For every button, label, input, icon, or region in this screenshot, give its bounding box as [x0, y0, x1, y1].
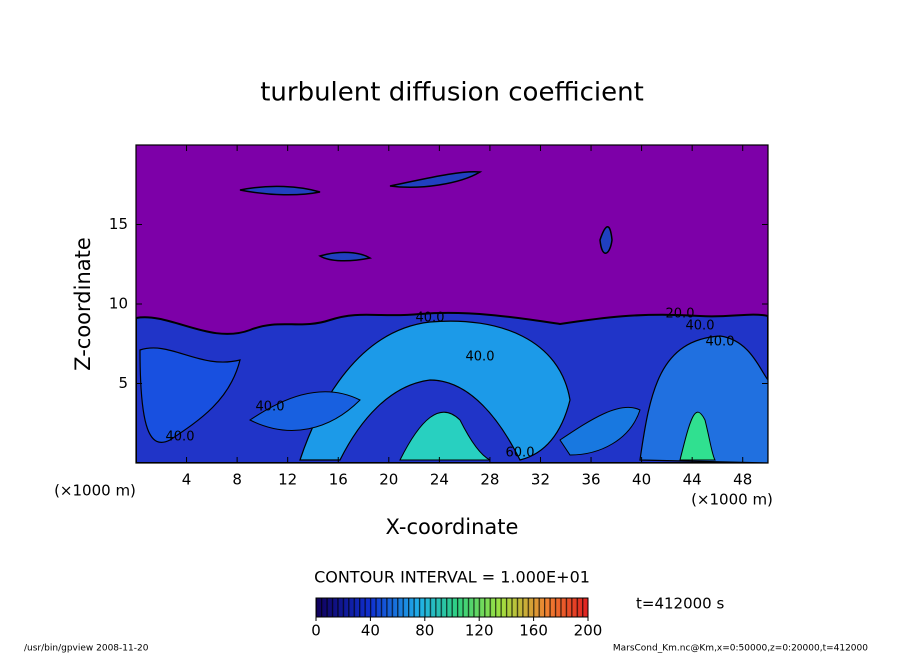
contour-label: 40.0 — [706, 335, 735, 350]
x-tick-label: 8 — [232, 471, 242, 489]
x-tick-label: 24 — [430, 471, 449, 489]
y-tick-label: 15 — [109, 215, 128, 233]
contour-field — [136, 145, 768, 463]
x-tick-label: 44 — [683, 471, 702, 489]
x-axis-title: X-coordinate — [386, 515, 519, 539]
colorbar-tick-label: 0 — [311, 622, 321, 640]
time-label: t=412000 s — [636, 595, 724, 613]
contour-label: 40.0 — [466, 350, 495, 365]
contour-label: 40.0 — [166, 430, 195, 445]
x-tick-label: 40 — [632, 471, 651, 489]
x-tick-label: 4 — [182, 471, 192, 489]
x-tick-label: 16 — [329, 471, 348, 489]
colorbar-tick-label: 120 — [465, 622, 494, 640]
x-tick-label: 48 — [733, 471, 752, 489]
y-axis-title: Z-coordinate — [71, 237, 95, 371]
y-tick-label: 5 — [118, 374, 128, 392]
contour-label: 40.0 — [416, 311, 445, 326]
x-tick-label: 12 — [278, 471, 297, 489]
contour-label: 40.0 — [686, 319, 715, 334]
contour-interval: CONTOUR INTERVAL = 1.000E+01 — [314, 568, 590, 587]
y-tick-label: 10 — [109, 295, 128, 313]
contour-label: 40.0 — [256, 400, 285, 415]
x-tick-label: 28 — [480, 471, 499, 489]
x-tick-label: 36 — [581, 471, 600, 489]
x-tick-label: 20 — [379, 471, 398, 489]
colorbar-frame — [315, 597, 589, 618]
chart-title: turbulent diffusion coefficient — [260, 78, 644, 108]
footer-left: /usr/bin/gpview 2008-11-20 — [24, 644, 149, 654]
colorbar-tick-label: 200 — [574, 622, 603, 640]
x-tick-label: 32 — [531, 471, 550, 489]
colorbar-tick-label: 40 — [361, 622, 380, 640]
footer-right: MarsCond_Km.nc@Km,x=0:50000,z=0:20000,t=… — [613, 644, 868, 654]
x-unit-label: (×1000 m) — [691, 491, 773, 509]
contour-label: 20.0 — [666, 307, 695, 322]
colorbar-tick-label: 160 — [519, 622, 548, 640]
x-unit-label: (×1000 m) — [54, 482, 136, 500]
contour-label: 60.0 — [506, 446, 535, 461]
colorbar-tick-label: 80 — [415, 622, 434, 640]
